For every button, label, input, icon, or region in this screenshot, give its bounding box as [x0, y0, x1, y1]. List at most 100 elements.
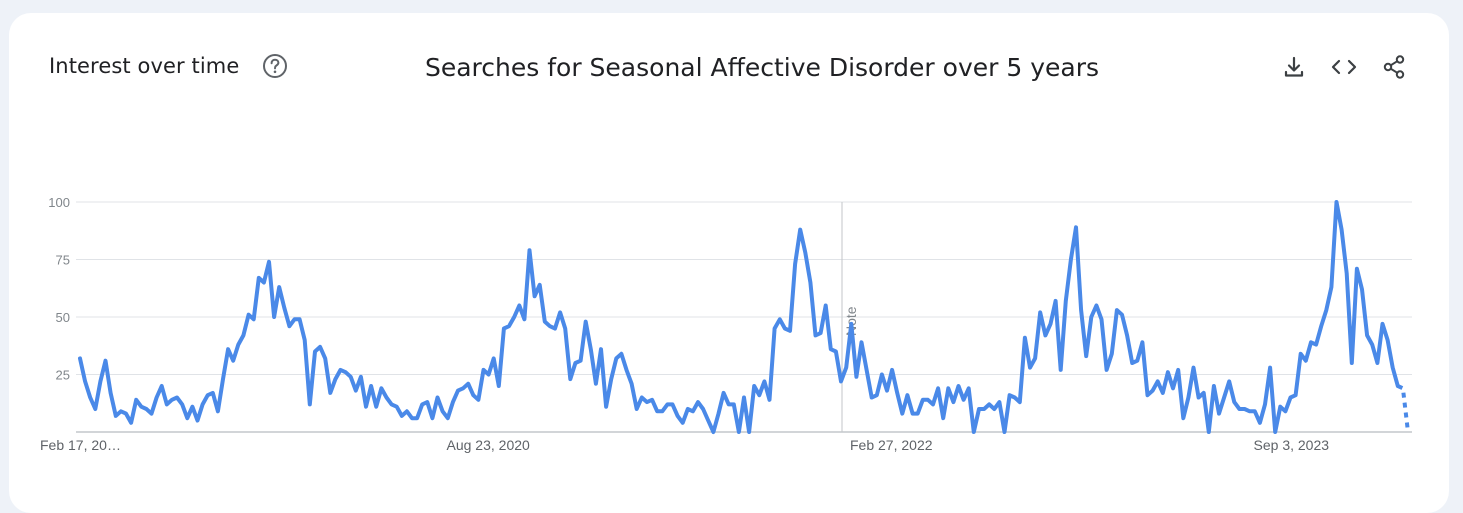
data-point[interactable] [251, 317, 256, 322]
data-point[interactable] [854, 374, 859, 379]
data-point[interactable] [706, 418, 711, 423]
help-icon[interactable] [262, 53, 288, 79]
data-point[interactable] [124, 411, 129, 416]
data-point[interactable] [987, 402, 992, 407]
data-point[interactable] [900, 411, 905, 416]
data-point[interactable] [272, 315, 277, 320]
data-point[interactable] [108, 390, 113, 395]
data-point[interactable] [450, 400, 455, 405]
data-point[interactable] [1334, 200, 1339, 205]
data-point[interactable] [680, 420, 685, 425]
data-point[interactable] [256, 275, 261, 280]
data-point[interactable] [1288, 395, 1293, 400]
data-point[interactable] [1114, 308, 1119, 313]
data-point[interactable] [292, 317, 297, 322]
data-point[interactable] [215, 409, 220, 414]
data-point[interactable] [164, 402, 169, 407]
data-point[interactable] [200, 402, 205, 407]
data-point[interactable] [1380, 321, 1385, 326]
data-point[interactable] [1247, 409, 1252, 414]
data-point[interactable] [277, 285, 282, 290]
data-point[interactable] [394, 404, 399, 409]
data-point[interactable] [925, 397, 930, 402]
data-point[interactable] [593, 381, 598, 386]
data-point[interactable] [1145, 393, 1150, 398]
data-point[interactable] [1354, 266, 1359, 271]
data-point[interactable] [1375, 361, 1380, 366]
data-point[interactable] [1007, 393, 1012, 398]
data-point[interactable] [1217, 411, 1222, 416]
data-point[interactable] [512, 315, 517, 320]
data-point[interactable] [88, 395, 93, 400]
data-point[interactable] [685, 407, 690, 412]
data-point[interactable] [1360, 287, 1365, 292]
data-point[interactable] [210, 390, 215, 395]
data-point[interactable] [307, 402, 312, 407]
data-point[interactable] [624, 367, 629, 372]
data-point[interactable] [1099, 317, 1104, 322]
note-label[interactable]: Note [843, 306, 859, 336]
data-point[interactable] [537, 282, 542, 287]
data-point[interactable] [696, 400, 701, 405]
data-point[interactable] [757, 393, 762, 398]
data-point[interactable] [144, 407, 149, 412]
data-point[interactable] [1181, 416, 1186, 421]
data-point[interactable] [175, 395, 180, 400]
data-point[interactable] [302, 338, 307, 343]
data-point[interactable] [456, 388, 461, 393]
data-point[interactable] [1125, 333, 1130, 338]
data-point[interactable] [803, 250, 808, 255]
data-point[interactable] [1237, 407, 1242, 412]
data-point[interactable] [818, 331, 823, 336]
embed-code-icon[interactable] [1330, 53, 1358, 81]
data-point[interactable] [946, 386, 951, 391]
data-point[interactable] [190, 404, 195, 409]
data-point[interactable] [931, 402, 936, 407]
data-point[interactable] [992, 407, 997, 412]
data-point[interactable] [568, 377, 573, 382]
data-point[interactable] [1365, 333, 1370, 338]
data-point[interactable] [118, 409, 123, 414]
data-point[interactable] [384, 395, 389, 400]
data-point[interactable] [1303, 358, 1308, 363]
data-point[interactable] [782, 326, 787, 331]
data-point[interactable] [154, 395, 159, 400]
data-point[interactable] [430, 416, 435, 421]
data-point[interactable] [665, 402, 670, 407]
data-point[interactable] [1400, 386, 1405, 391]
data-point[interactable] [527, 248, 532, 253]
data-point[interactable] [599, 347, 604, 352]
data-point[interactable] [1109, 351, 1114, 356]
data-point[interactable] [874, 393, 879, 398]
data-point[interactable] [629, 381, 634, 386]
data-point[interactable] [563, 326, 568, 331]
data-point[interactable] [358, 374, 363, 379]
data-point[interactable] [440, 409, 445, 414]
data-point[interactable] [915, 411, 920, 416]
data-point[interactable] [297, 317, 302, 322]
data-point[interactable] [1395, 384, 1400, 389]
data-point[interactable] [1012, 395, 1017, 400]
data-point[interactable] [379, 386, 384, 391]
data-point[interactable] [149, 411, 154, 416]
data-point[interactable] [323, 356, 328, 361]
data-point[interactable] [844, 365, 849, 370]
data-point[interactable] [445, 416, 450, 421]
data-point[interactable] [793, 262, 798, 267]
data-point[interactable] [1273, 430, 1278, 435]
data-point[interactable] [1206, 430, 1211, 435]
data-point[interactable] [823, 303, 828, 308]
data-point[interactable] [690, 409, 695, 414]
data-point[interactable] [1222, 395, 1227, 400]
data-point[interactable] [1033, 356, 1038, 361]
data-point[interactable] [788, 328, 793, 333]
data-point[interactable] [547, 324, 552, 329]
data-point[interactable] [634, 407, 639, 412]
data-point[interactable] [507, 324, 512, 329]
data-point[interactable] [1186, 395, 1191, 400]
data-point[interactable] [619, 351, 624, 356]
data-point[interactable] [364, 404, 369, 409]
data-point[interactable] [1130, 361, 1135, 366]
data-point[interactable] [711, 430, 716, 435]
data-point[interactable] [885, 388, 890, 393]
